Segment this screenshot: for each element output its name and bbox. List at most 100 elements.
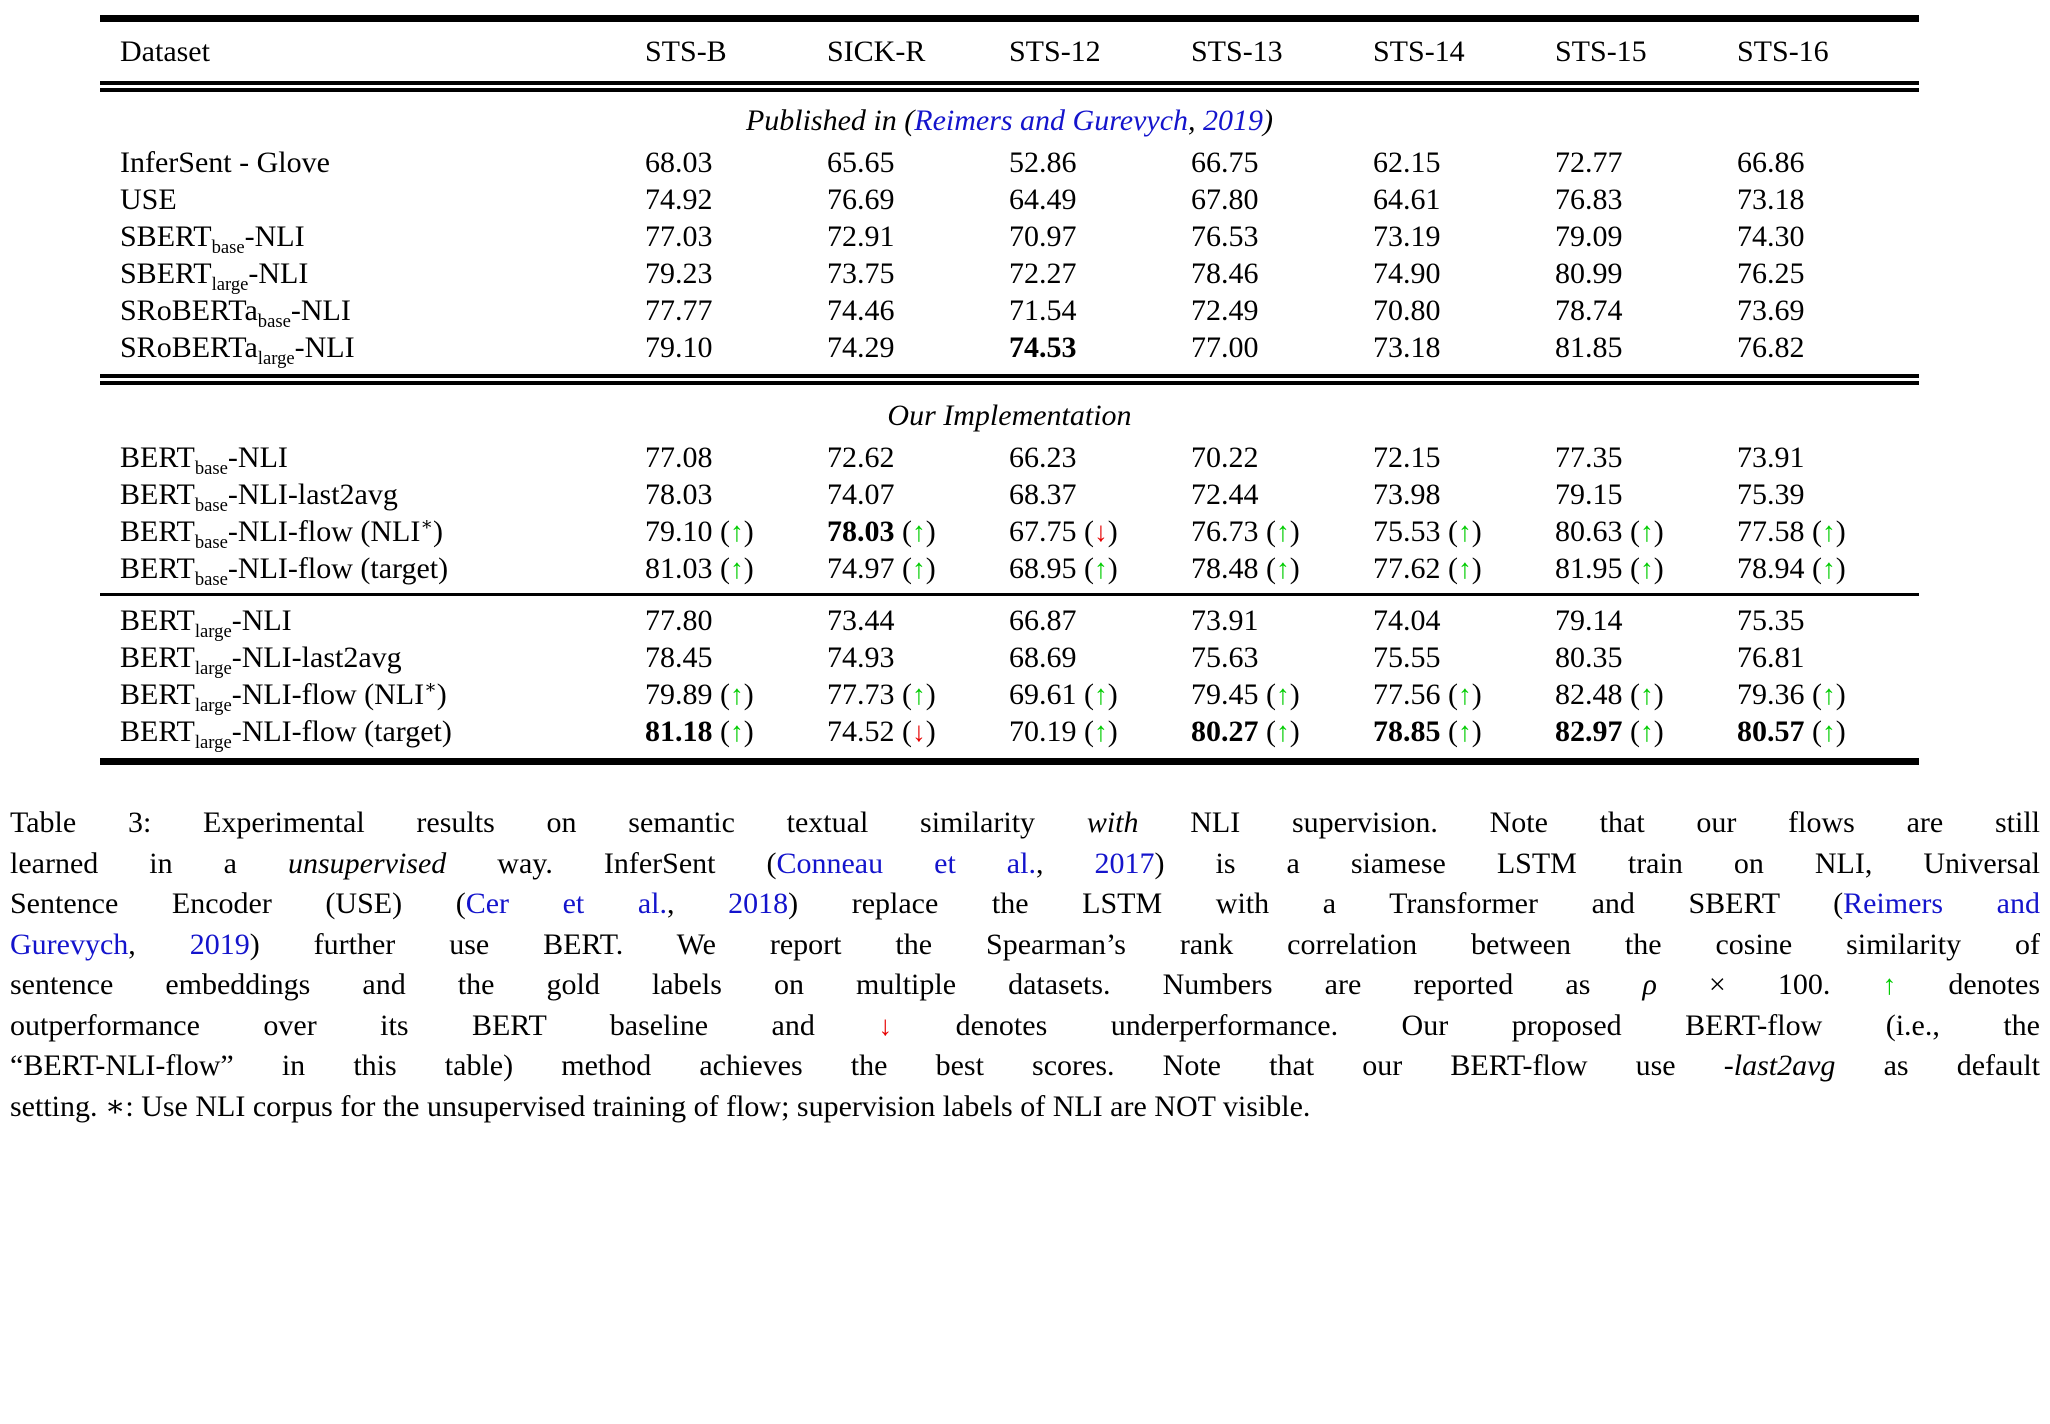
citation-link[interactable]: Reimers and Gurevych: [914, 104, 1189, 137]
up-arrow-icon: ↑: [1640, 679, 1654, 710]
model-name-text: -NLI-flow (NLI: [231, 678, 425, 711]
model-name-text: SRoBERTa: [120, 294, 258, 327]
up-arrow-icon: ↑: [1458, 716, 1472, 747]
score-cell: 73.18: [1737, 181, 1919, 218]
section-title-text: ,: [1188, 104, 1204, 137]
score-cell: 68.69: [1009, 639, 1191, 676]
score-value: 77.56: [1373, 678, 1441, 711]
citation-link[interactable]: 2018: [728, 887, 789, 920]
citation-link[interactable]: 2017: [1094, 846, 1155, 880]
citation-link[interactable]: Gurevych: [10, 927, 129, 961]
score-value: 76.82: [1737, 331, 1805, 364]
score-cell: 77.80: [645, 593, 827, 639]
up-arrow-icon: ↑: [1640, 716, 1654, 747]
score-value: 77.73: [827, 678, 895, 711]
model-name-text: -NLI-last2avg: [227, 478, 398, 511]
score-cell: 77.77: [645, 292, 827, 329]
table-caption-line: Table 3: Experimental results on semanti…: [10, 803, 2040, 844]
score-cell: 74.53: [1009, 329, 1191, 380]
model-name-text: base: [194, 569, 228, 590]
caption-text: as default: [1835, 1049, 2040, 1082]
citation-link[interactable]: Conneau et al.: [776, 846, 1036, 880]
model-name-text: base: [194, 532, 228, 553]
score-cell: 65.65: [827, 144, 1009, 181]
score-value: 74.92: [645, 183, 713, 216]
score-value: 66.23: [1009, 441, 1077, 474]
citation-link[interactable]: 2019: [189, 927, 250, 961]
column-header: STS-13: [1191, 18, 1373, 92]
score-value: 70.97: [1009, 220, 1077, 253]
score-value: 77.00: [1191, 331, 1259, 364]
score-value: 72.49: [1191, 294, 1259, 327]
score-value: 80.35: [1555, 641, 1623, 674]
score-value: 72.27: [1009, 257, 1077, 290]
score-value: 73.75: [827, 257, 895, 290]
model-name: BERTbase-NLI-last2avg: [100, 476, 645, 515]
section-header-row: Published in (Reimers and Gurevych, 2019…: [100, 87, 1919, 145]
score-cell: 77.62 (↑): [1373, 552, 1482, 585]
caption-text: ,: [128, 927, 190, 961]
model-name-text: -NLI-flow (target): [227, 552, 449, 585]
score-value: 72.77: [1555, 146, 1623, 179]
section-header-row: Our Implementation: [100, 374, 1919, 439]
score-value: 77.08: [645, 441, 713, 474]
score-cell: 67.80: [1191, 181, 1373, 218]
score-cell: 73.69: [1737, 292, 1919, 329]
score-cell: 77.73 (↑): [827, 678, 936, 711]
score-value: 68.03: [645, 146, 713, 179]
score-cell: 75.39: [1737, 476, 1919, 513]
score-value: 73.98: [1373, 478, 1441, 511]
up-arrow-icon: ↑: [1640, 516, 1654, 547]
score-value: 52.86: [1009, 146, 1077, 179]
caption-text: last2avg: [1733, 1049, 1836, 1082]
results-table: Dataset STS-B SICK-R STS-12 STS-13 STS-14 STS-…: [100, 15, 1919, 765]
score-cell: 78.85 (↑): [1373, 715, 1482, 748]
score-cell: 79.23: [645, 255, 827, 292]
score-cell: 79.36 (↑): [1737, 678, 1846, 711]
model-name-text: -NLI-last2avg: [231, 641, 402, 674]
model-name-text: BERT: [120, 715, 195, 748]
score-value: 77.03: [645, 220, 713, 253]
score-value: 79.15: [1555, 478, 1623, 511]
score-value: 78.45: [645, 641, 713, 674]
model-name: USE: [100, 181, 645, 218]
score-cell: 77.35: [1555, 439, 1737, 476]
score-cell: 73.18: [1373, 329, 1555, 380]
score-cell: 82.97 (↑): [1555, 715, 1664, 748]
table-caption-line: outperformance over its BERT baseline an…: [10, 1006, 2040, 1047]
caption-text: NLI supervision. Note that our flows are…: [1138, 806, 2040, 839]
model-name-text: SRoBERTa: [120, 331, 258, 364]
up-arrow-icon: ↑: [1094, 553, 1108, 584]
score-value: 75.55: [1373, 641, 1441, 674]
table-caption-line: “BERT-NLI-flow” in this table) method ac…: [10, 1046, 2040, 1087]
citation-link[interactable]: Cer et al.: [465, 887, 668, 920]
up-arrow-icon: ↑: [1822, 679, 1836, 710]
model-name-text: base: [257, 311, 291, 332]
score-cell: 75.55: [1373, 639, 1555, 676]
up-arrow-icon: ↑: [730, 553, 744, 584]
score-value: 73.91: [1737, 441, 1805, 474]
score-value: 81.95: [1555, 552, 1623, 585]
section-title: Published in (Reimers and Gurevych, 2019…: [100, 87, 1919, 145]
score-value: 66.75: [1191, 146, 1259, 179]
model-name-text: large: [211, 274, 249, 295]
citation-link[interactable]: Reimers and: [1843, 887, 2040, 920]
up-arrow-icon: ↑: [1094, 679, 1108, 710]
score-cell: 74.97 (↑): [827, 552, 936, 585]
score-value: 82.97: [1555, 715, 1623, 748]
score-value: 68.69: [1009, 641, 1077, 674]
table-row: BERTlarge-NLI-flow (target) 81.18 (↑) 74.5…: [100, 713, 1919, 762]
caption-text: Sentence Encoder (USE) (: [10, 887, 466, 920]
up-arrow-icon: ↑: [1822, 716, 1836, 747]
score-value: 80.63: [1555, 515, 1623, 548]
citation-link[interactable]: 2019: [1203, 104, 1264, 137]
up-arrow-icon: ↑: [912, 516, 926, 547]
score-value: 72.15: [1373, 441, 1441, 474]
up-arrow-icon: ↑: [1276, 716, 1290, 747]
model-name-text: -NLI: [290, 294, 351, 327]
caption-text: way. InferSent (: [446, 846, 777, 880]
score-value: 72.91: [827, 220, 895, 253]
up-arrow-icon: ↑: [1822, 516, 1836, 547]
model-name-text: -NLI-flow (NLI: [227, 515, 421, 548]
score-value: 79.23: [645, 257, 713, 290]
